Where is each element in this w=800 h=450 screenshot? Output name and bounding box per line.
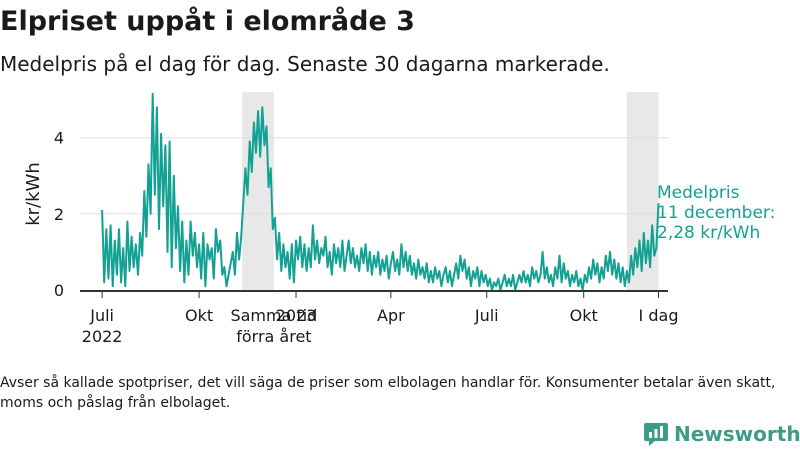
x-extra-label: Samma tid	[230, 306, 317, 325]
y-tick-label: 4	[54, 129, 64, 148]
x-tick-label: 2023	[276, 306, 317, 325]
x-tick-label: Okt	[185, 306, 213, 325]
x-tick-label: I dag	[639, 306, 679, 325]
price-line	[101, 92, 660, 291]
highlight-bands	[242, 92, 659, 290]
footnote: Avser så kallade spotpriser, det vill sä…	[0, 375, 776, 411]
newsworthy-logo: Newsworthy	[643, 420, 800, 448]
x-extra-label: förra året	[236, 327, 311, 346]
y-axis: 0 2 4	[54, 129, 64, 300]
y-tick-label: 2	[54, 205, 64, 224]
x-tick-sublabel: 2022	[82, 327, 123, 346]
chart-subtitle: Medelpris på el dag för dag. Senaste 30 …	[0, 52, 610, 76]
newsworthy-icon	[644, 423, 668, 446]
chart-title: Elpriset uppåt i elområde 3	[0, 6, 415, 37]
x-tick-label: Juli	[474, 306, 499, 325]
y-axis-label: kr/kWh	[23, 162, 44, 226]
price-series	[101, 92, 660, 291]
annotation-line: 11 december:	[657, 203, 775, 223]
y-tick-label: 0	[54, 281, 64, 300]
line-chart: Juli 2022 Okt 2023 Apr Juli Okt I dag Samma tid f…	[23, 92, 775, 346]
latest-price-annotation: Medelpris 11 december: 2,28 kr/kWh	[657, 183, 775, 243]
annotation-line: Medelpris	[657, 183, 740, 203]
annotation-line: 2,28 kr/kWh	[657, 223, 760, 243]
x-tick-label: Okt	[570, 306, 598, 325]
x-axis: Juli 2022 Okt 2023 Apr Juli Okt I dag Samma tid f…	[80, 290, 679, 346]
x-tick-label: Apr	[377, 306, 405, 325]
brand-name: Newsworthy	[674, 422, 800, 446]
x-tick-label: Juli	[89, 306, 114, 325]
